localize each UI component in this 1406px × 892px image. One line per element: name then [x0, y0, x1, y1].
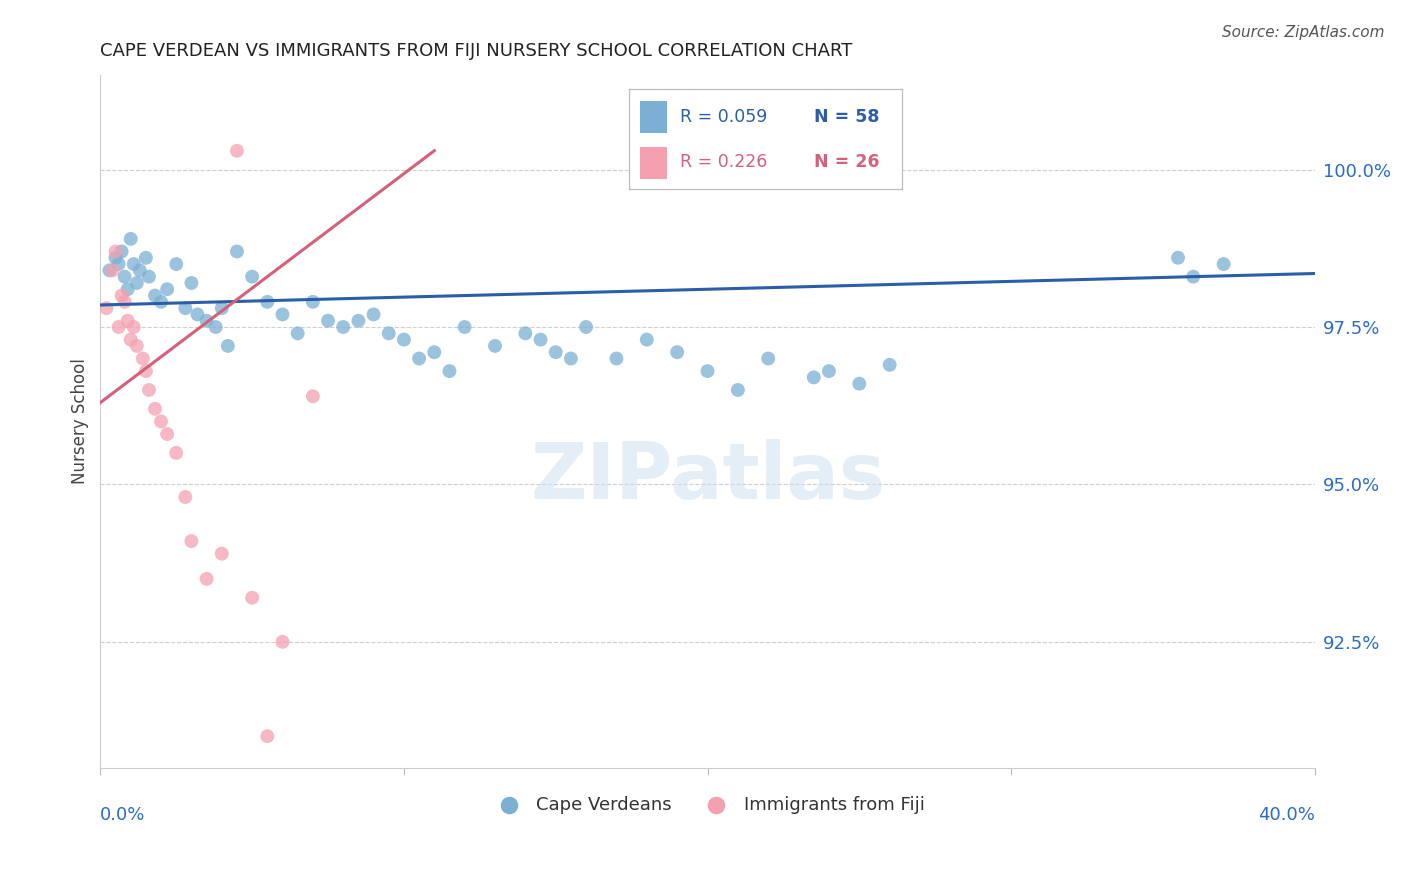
- Point: [240, 269, 263, 284]
- Point: [114, 269, 136, 284]
- Point: [174, 301, 197, 315]
- Point: [544, 345, 567, 359]
- Point: [180, 276, 202, 290]
- Point: [575, 320, 598, 334]
- Point: [211, 547, 233, 561]
- Point: [727, 383, 749, 397]
- Point: [156, 282, 179, 296]
- Point: [696, 364, 718, 378]
- Point: [150, 294, 173, 309]
- Point: [186, 308, 208, 322]
- Point: [271, 308, 294, 322]
- Point: [150, 414, 173, 428]
- Point: [195, 314, 218, 328]
- Point: [879, 358, 901, 372]
- Point: [107, 320, 129, 334]
- Point: [195, 572, 218, 586]
- Point: [125, 339, 148, 353]
- Point: [439, 364, 461, 378]
- Point: [392, 333, 415, 347]
- Point: [101, 263, 124, 277]
- Point: [117, 314, 139, 328]
- Point: [1167, 251, 1189, 265]
- Point: [605, 351, 627, 366]
- Point: [484, 339, 506, 353]
- Point: [117, 282, 139, 296]
- Point: [143, 288, 166, 302]
- Point: [560, 351, 582, 366]
- Point: [302, 389, 325, 403]
- Point: [174, 490, 197, 504]
- Point: [453, 320, 475, 334]
- Point: [122, 320, 145, 334]
- Point: [104, 244, 127, 259]
- Point: [165, 257, 187, 271]
- Point: [636, 333, 658, 347]
- Text: 0.0%: 0.0%: [100, 805, 146, 824]
- Point: [803, 370, 825, 384]
- Point: [666, 345, 689, 359]
- Point: [256, 729, 278, 743]
- Text: 40.0%: 40.0%: [1258, 805, 1315, 824]
- Point: [1182, 269, 1205, 284]
- Point: [423, 345, 446, 359]
- Point: [110, 244, 132, 259]
- Point: [256, 294, 278, 309]
- Point: [125, 276, 148, 290]
- Point: [756, 351, 779, 366]
- Point: [135, 251, 157, 265]
- Y-axis label: Nursery School: Nursery School: [72, 359, 89, 484]
- Point: [347, 314, 370, 328]
- Point: [226, 144, 249, 158]
- Text: CAPE VERDEAN VS IMMIGRANTS FROM FIJI NURSERY SCHOOL CORRELATION CHART: CAPE VERDEAN VS IMMIGRANTS FROM FIJI NUR…: [100, 42, 852, 60]
- Point: [848, 376, 870, 391]
- Point: [332, 320, 354, 334]
- Point: [114, 294, 136, 309]
- Point: [217, 339, 239, 353]
- Point: [110, 288, 132, 302]
- Point: [1212, 257, 1234, 271]
- Point: [226, 244, 249, 259]
- Point: [818, 364, 841, 378]
- Point: [128, 263, 150, 277]
- Point: [515, 326, 537, 341]
- Text: Source: ZipAtlas.com: Source: ZipAtlas.com: [1222, 25, 1385, 40]
- Point: [156, 427, 179, 442]
- Point: [408, 351, 430, 366]
- Text: ZIPatlas: ZIPatlas: [530, 439, 884, 515]
- Point: [529, 333, 551, 347]
- Point: [143, 401, 166, 416]
- Point: [287, 326, 309, 341]
- Point: [122, 257, 145, 271]
- Point: [363, 308, 385, 322]
- Point: [107, 257, 129, 271]
- Point: [240, 591, 263, 605]
- Legend: Cape Verdeans, Immigrants from Fiji: Cape Verdeans, Immigrants from Fiji: [484, 789, 932, 821]
- Point: [138, 383, 160, 397]
- Point: [377, 326, 399, 341]
- Point: [138, 269, 160, 284]
- Point: [165, 446, 187, 460]
- Point: [120, 333, 142, 347]
- Point: [180, 534, 202, 549]
- Point: [135, 364, 157, 378]
- Point: [271, 635, 294, 649]
- Point: [98, 263, 121, 277]
- Point: [132, 351, 155, 366]
- Point: [204, 320, 226, 334]
- Point: [104, 251, 127, 265]
- Point: [96, 301, 118, 315]
- Point: [302, 294, 325, 309]
- Point: [120, 232, 142, 246]
- Point: [211, 301, 233, 315]
- Point: [316, 314, 339, 328]
